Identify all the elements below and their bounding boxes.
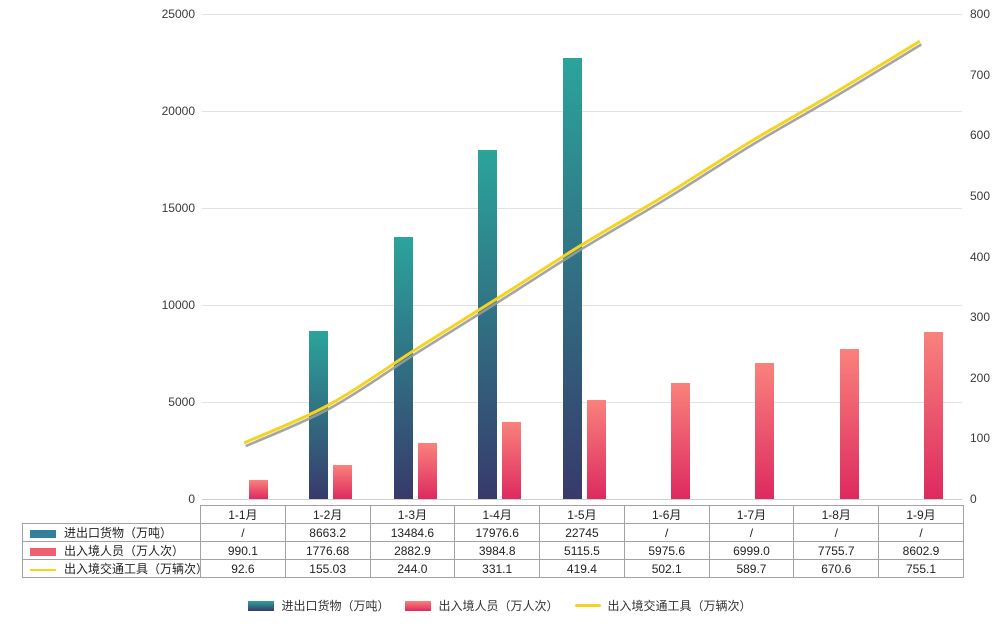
table-cell: 22745 <box>539 523 625 542</box>
y-axis-right-label: 0 <box>970 492 977 506</box>
gridline <box>202 499 962 500</box>
table-cell: 155.03 <box>284 559 371 578</box>
y-axis-right-label: 200 <box>970 370 991 385</box>
table-cell: 5975.6 <box>623 541 710 560</box>
bar-s1-1-3月[interactable] <box>417 443 437 499</box>
bar-s1-1-2月[interactable] <box>333 464 353 499</box>
line-shadow <box>245 43 922 448</box>
series-name: 出入境交通工具（万辆次） <box>64 562 201 576</box>
gridline <box>202 111 962 112</box>
table-cell: 755.1 <box>878 559 964 578</box>
y-axis-right-label: 500 <box>970 188 991 203</box>
table-cell: 244.0 <box>369 559 456 578</box>
y-axis-left-label: 0 <box>188 492 195 506</box>
table-col-header: 1-8月 <box>793 505 880 524</box>
series-name: 进出口货物（万吨） <box>64 526 173 540</box>
table-cell: / <box>793 523 880 542</box>
bar-s1-1-7月[interactable] <box>755 363 775 499</box>
table-cell: 419.4 <box>539 559 625 578</box>
y-axis-left-label: 25000 <box>161 7 195 21</box>
series-name: 出入境人员（万人次） <box>64 544 185 558</box>
bar-s0-1-4月[interactable] <box>478 150 498 499</box>
table-cell: 17976.6 <box>454 523 541 542</box>
legend-bar-icon <box>248 600 275 611</box>
table-col-header: 1-2月 <box>284 505 371 524</box>
gridline <box>202 305 962 306</box>
table-cell: 502.1 <box>623 559 710 578</box>
table-cell: / <box>200 523 286 542</box>
bar-s1-1-5月[interactable] <box>586 399 606 499</box>
gridline <box>202 402 962 403</box>
legend-item-2[interactable]: 出入境交通工具（万辆次） <box>574 597 752 614</box>
table-col-header: 1-9月 <box>878 505 964 524</box>
legend-bar-icon <box>405 600 432 611</box>
legend-label: 出入境人员（万人次） <box>438 599 559 613</box>
table-cell: 8602.9 <box>878 541 964 560</box>
table-cell: 3984.8 <box>454 541 541 560</box>
table-row: 出入境人员（万人次） 990.1 1776.68 2882.9 3984.8 5115.5… <box>22 541 964 560</box>
data-table: 1-1月 1-2月 1-3月 1-4月 1-5月 1-6月 1-7月 1-8月 1-9月进出口货… <box>22 505 964 578</box>
y-axis-right-label: 600 <box>970 128 991 143</box>
table-cell: 13484.6 <box>369 523 456 542</box>
table-cell: 8663.2 <box>284 523 371 542</box>
legend-item-1[interactable]: 出入境人员（万人次） <box>405 597 559 614</box>
table-header-row: 1-1月 1-2月 1-3月 1-4月 1-5月 1-6月 1-7月 1-8月 1-9月 <box>23 505 964 524</box>
line-swatch-icon <box>30 568 56 571</box>
y-axis-left-label: 20000 <box>161 104 195 118</box>
table-cell: 7755.7 <box>793 541 880 560</box>
table-cell: 5115.5 <box>539 541 625 560</box>
y-axis-left-label: 15000 <box>161 201 195 215</box>
plot-area <box>202 14 962 500</box>
table-row: 进出口货物（万吨）/8663.2 13484.6 17976.6 22745// / / <box>22 523 964 542</box>
table-cell: 670.6 <box>793 559 880 578</box>
table-cell: 1776.68 <box>284 541 371 560</box>
table-col-header: 1-3月 <box>369 505 456 524</box>
y-axis-right-label: 100 <box>970 431 991 446</box>
line-series-path[interactable] <box>243 39 921 445</box>
gridline <box>202 14 962 15</box>
table-row-label: 出入境人员（万人次） <box>22 541 201 560</box>
table-cell: 92.6 <box>200 559 286 578</box>
table-cell: 589.7 <box>708 559 795 578</box>
bar-s1-1-9月[interactable] <box>924 332 944 499</box>
table-row: 出入境交通工具（万辆次） 92.6 155.03 244.0 331.1 419.4 502… <box>22 559 964 578</box>
legend-line-icon <box>574 604 601 607</box>
table-col-header: 1-1月 <box>200 505 286 524</box>
table-col-header: 1-6月 <box>623 505 710 524</box>
table-cell: 990.1 <box>200 541 286 560</box>
legend: 进出口货物（万吨） 出入境人员（万人次） 出入境交通工具（万辆次） <box>0 597 1000 614</box>
table-cell: / <box>878 523 964 542</box>
table-cell: 331.1 <box>454 559 541 578</box>
y-axis-right-label: 400 <box>970 249 991 264</box>
legend-label: 进出口货物（万吨） <box>281 599 390 613</box>
table-blank-cell <box>23 506 201 524</box>
table-cell: 6999.0 <box>708 541 795 560</box>
y-axis-left-label: 5000 <box>168 395 195 409</box>
y-axis-left-label: 10000 <box>161 298 195 312</box>
y-axis-right-label: 300 <box>970 310 991 325</box>
bar-s1-1-4月[interactable] <box>502 421 522 499</box>
bar-s1-1-8月[interactable] <box>839 348 859 499</box>
bar-swatch-icon <box>30 547 56 556</box>
legend-label: 出入境交通工具（万辆次） <box>607 599 752 613</box>
table-cell: 2882.9 <box>369 541 456 560</box>
line-layer <box>243 39 922 448</box>
table-col-header: 1-7月 <box>708 505 795 524</box>
bar-s0-1-3月[interactable] <box>393 237 413 499</box>
bar-s1-1-6月[interactable] <box>670 383 690 499</box>
legend-item-0[interactable]: 进出口货物（万吨） <box>248 597 389 614</box>
table-cell: / <box>623 523 710 542</box>
gridline <box>202 208 962 209</box>
table-col-header: 1-5月 <box>539 505 625 524</box>
y-axis-right-label: 800 <box>970 7 991 21</box>
bar-swatch-icon <box>30 529 56 538</box>
bar-s1-1-1月[interactable] <box>248 479 268 499</box>
table-cell: / <box>708 523 795 542</box>
bar-s0-1-5月[interactable] <box>562 57 582 499</box>
y-axis-right-label: 700 <box>970 67 991 82</box>
table-row-label: 出入境交通工具（万辆次） <box>22 559 201 578</box>
table-row-label: 进出口货物（万吨） <box>22 523 201 542</box>
table-col-header: 1-4月 <box>454 505 541 524</box>
